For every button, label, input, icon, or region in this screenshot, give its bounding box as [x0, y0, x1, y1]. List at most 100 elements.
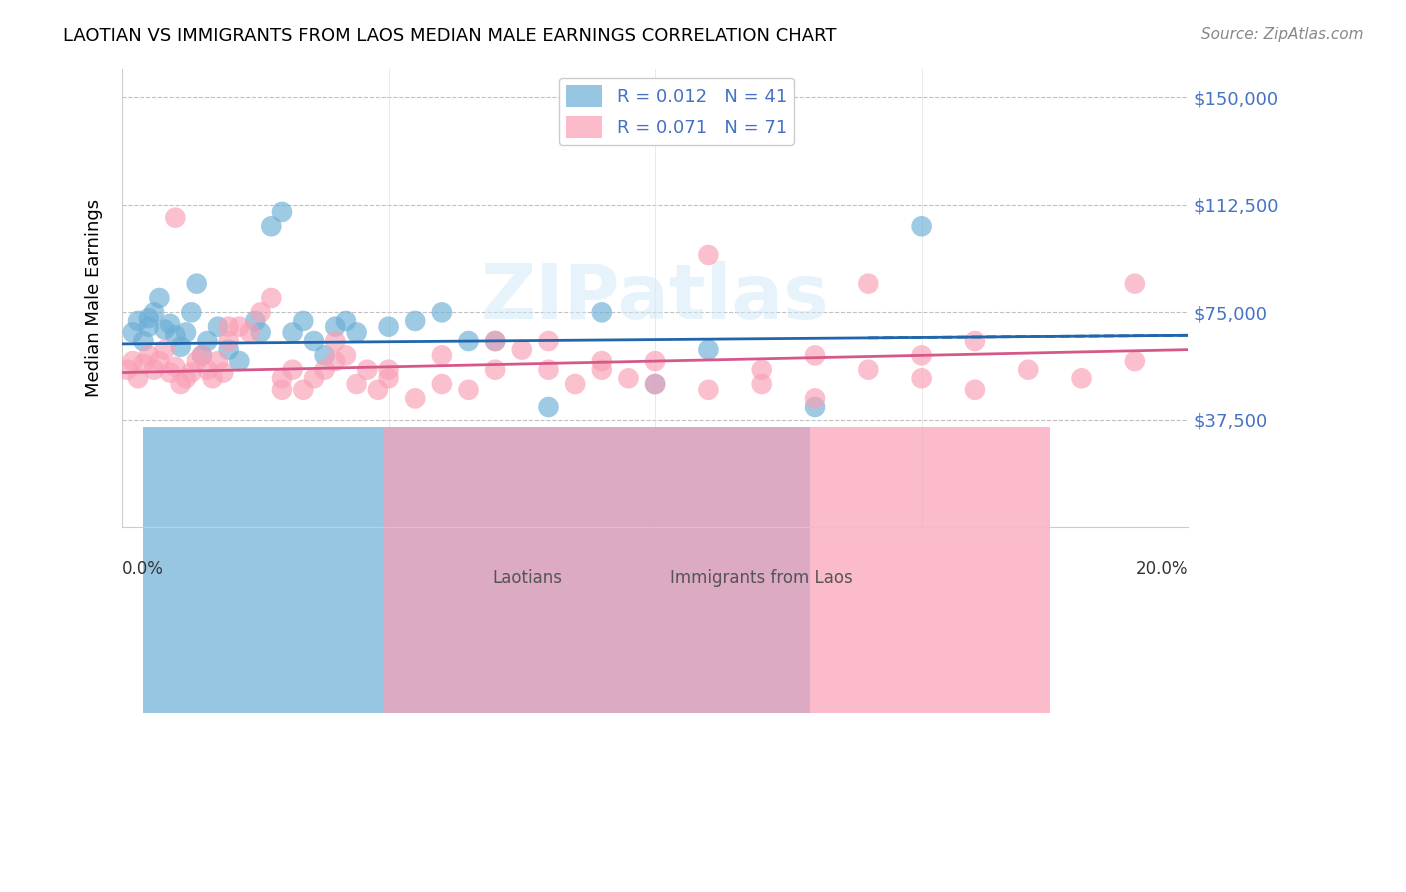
Point	[697, 248, 720, 262]
Point	[159, 366, 181, 380]
Point	[271, 205, 294, 219]
Point	[153, 322, 176, 336]
Point	[963, 334, 986, 348]
Point	[1017, 362, 1039, 376]
FancyBboxPatch shape	[143, 426, 810, 714]
Point	[170, 340, 193, 354]
Point	[323, 354, 346, 368]
Point	[457, 334, 479, 348]
Point	[271, 371, 294, 385]
Point	[510, 343, 533, 357]
Point	[165, 359, 187, 374]
Point	[138, 311, 160, 326]
FancyBboxPatch shape	[384, 426, 1049, 714]
Point	[963, 383, 986, 397]
Point	[180, 305, 202, 319]
Point	[260, 219, 283, 234]
Point	[430, 305, 453, 319]
Point	[537, 334, 560, 348]
Point	[537, 362, 560, 376]
Point	[644, 377, 666, 392]
Point	[292, 383, 315, 397]
Point	[207, 354, 229, 368]
Point	[302, 334, 325, 348]
Point	[404, 314, 426, 328]
Point	[314, 362, 336, 376]
Point	[377, 319, 399, 334]
Point	[245, 314, 267, 328]
Point	[138, 348, 160, 362]
Point	[218, 343, 240, 357]
Text: 0.0%: 0.0%	[122, 559, 165, 578]
Point	[484, 362, 506, 376]
Point	[281, 326, 304, 340]
Point	[201, 371, 224, 385]
Point	[191, 348, 214, 362]
Point	[697, 383, 720, 397]
Point	[271, 383, 294, 397]
Point	[335, 348, 357, 362]
Point	[148, 354, 170, 368]
Point	[564, 377, 586, 392]
Text: Laotians: Laotians	[492, 569, 562, 587]
Point	[617, 371, 640, 385]
Point	[138, 319, 160, 334]
Point	[180, 366, 202, 380]
Point	[335, 314, 357, 328]
Point	[804, 392, 827, 406]
Point	[591, 354, 613, 368]
Point	[644, 354, 666, 368]
Point	[212, 366, 235, 380]
Point	[910, 371, 932, 385]
Text: LAOTIAN VS IMMIGRANTS FROM LAOS MEDIAN MALE EARNINGS CORRELATION CHART: LAOTIAN VS IMMIGRANTS FROM LAOS MEDIAN M…	[63, 27, 837, 45]
Point	[132, 334, 155, 348]
Text: Source: ZipAtlas.com: Source: ZipAtlas.com	[1201, 27, 1364, 42]
Text: ZIPatlas: ZIPatlas	[481, 261, 830, 335]
Point	[804, 348, 827, 362]
Point	[148, 291, 170, 305]
Point	[186, 277, 208, 291]
Point	[1123, 354, 1146, 368]
Point	[292, 314, 315, 328]
Point	[356, 362, 378, 376]
Point	[239, 326, 262, 340]
Text: 20.0%: 20.0%	[1136, 559, 1188, 578]
Point	[457, 383, 479, 397]
Point	[132, 357, 155, 371]
Point	[644, 377, 666, 392]
Point	[858, 277, 880, 291]
Point	[537, 400, 560, 414]
Point	[430, 348, 453, 362]
Point	[186, 354, 208, 368]
Point	[591, 305, 613, 319]
Point	[249, 305, 271, 319]
Point	[195, 334, 218, 348]
Point	[314, 348, 336, 362]
Point	[484, 334, 506, 348]
Point	[228, 354, 250, 368]
Point	[377, 362, 399, 376]
Point	[143, 305, 166, 319]
Point	[281, 362, 304, 376]
Point	[228, 319, 250, 334]
Point	[195, 362, 218, 376]
Point	[858, 362, 880, 376]
Point	[218, 319, 240, 334]
Point	[143, 362, 166, 376]
Point	[170, 377, 193, 392]
Point	[260, 291, 283, 305]
Point	[323, 319, 346, 334]
Point	[346, 377, 368, 392]
Point	[697, 343, 720, 357]
Point	[910, 219, 932, 234]
Legend: R = 0.012   N = 41, R = 0.071   N = 71: R = 0.012 N = 41, R = 0.071 N = 71	[558, 78, 794, 145]
Point	[367, 383, 389, 397]
Point	[174, 326, 197, 340]
Point	[165, 328, 187, 343]
Point	[121, 354, 143, 368]
Point	[117, 362, 139, 376]
Point	[218, 334, 240, 348]
Point	[191, 348, 214, 362]
Point	[207, 319, 229, 334]
Point	[751, 362, 773, 376]
